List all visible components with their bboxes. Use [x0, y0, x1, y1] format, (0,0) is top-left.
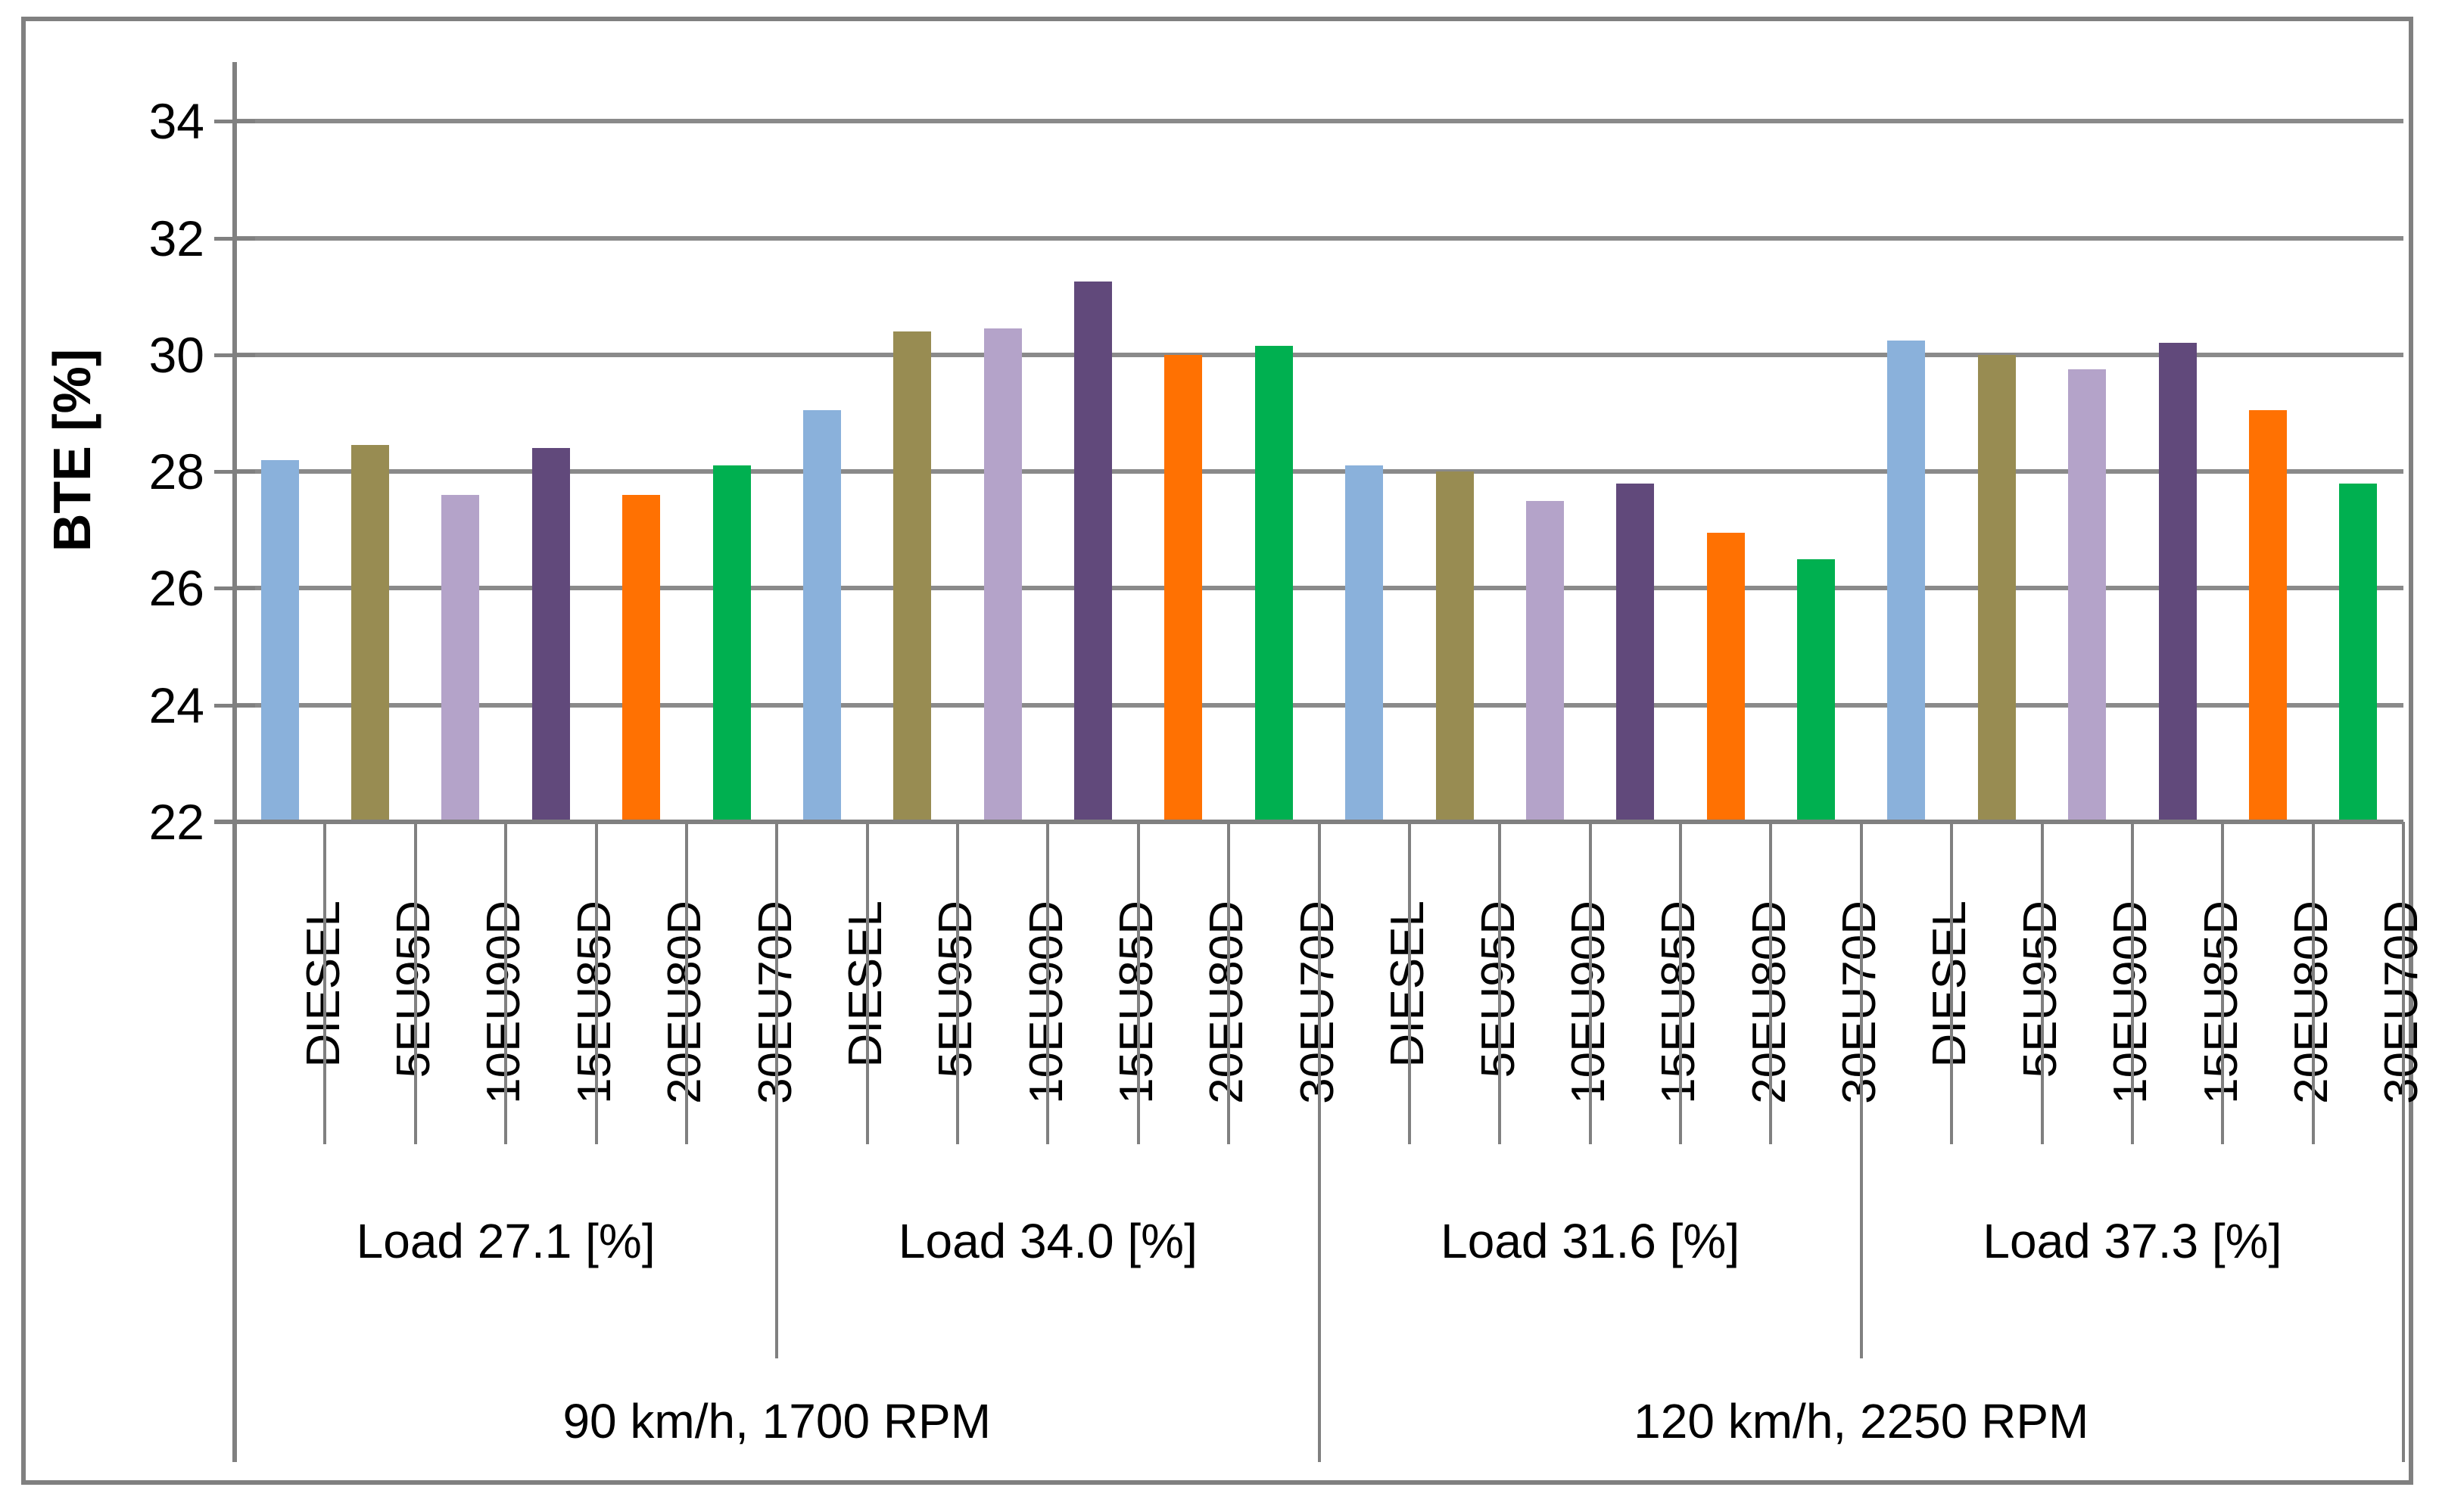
load-group-label: Load 31.6 [%] [1441, 1214, 1740, 1268]
load-group-label: Load 27.1 [%] [356, 1214, 656, 1268]
category-divider [956, 822, 959, 1144]
bar-diesel-group2 [802, 410, 841, 822]
bar-5eu95d-group1 [351, 445, 390, 822]
y-tick-label-30: 30 [148, 326, 204, 383]
gridline-32 [235, 235, 2403, 241]
bar-20eu80d-group1 [622, 494, 661, 822]
y-tick-label-26: 26 [148, 560, 204, 617]
category-divider [594, 822, 598, 1144]
bar-15eu85d-group3 [1616, 483, 1655, 822]
gridline-24 [235, 702, 2403, 708]
y-axis-line [232, 62, 237, 1462]
gridline-26 [235, 586, 2403, 591]
bar-5eu95d-group3 [1435, 471, 1474, 822]
label-area-right-border [2402, 822, 2405, 1462]
category-divider [1950, 822, 1954, 1144]
bar-10eu90d-group4 [2068, 369, 2107, 822]
gridline-30 [235, 352, 2403, 357]
category-divider [2040, 822, 2044, 1144]
category-divider [1588, 822, 1592, 1144]
bar-15eu85d-group1 [531, 448, 570, 822]
category-divider [413, 822, 417, 1144]
category-divider [2130, 822, 2134, 1144]
load-group-divider [1859, 822, 1863, 1358]
bar-5eu95d-group4 [1977, 354, 2016, 822]
category-divider [1407, 822, 1411, 1144]
y-tick-label-28: 28 [148, 443, 204, 500]
bar-15eu85d-group4 [2158, 343, 2197, 822]
bar-30eu70d-group3 [1797, 558, 1836, 822]
x-axis-line [214, 820, 2403, 824]
speed-group-label: 90 km/h, 1700 RPM [562, 1394, 992, 1448]
bar-10eu90d-group3 [1525, 500, 1564, 822]
category-divider [1679, 822, 1682, 1144]
speed-group-divider [1317, 822, 1321, 1462]
category-divider [1227, 822, 1231, 1144]
category-divider [1498, 822, 1502, 1144]
bar-20eu80d-group4 [2248, 410, 2287, 822]
bar-15eu85d-group2 [1074, 282, 1113, 822]
bar-30eu70d-group4 [2339, 483, 2378, 822]
load-group-divider [775, 822, 779, 1358]
category-divider [2221, 822, 2225, 1144]
bar-20eu80d-group3 [1706, 533, 1745, 822]
y-tick-label-32: 32 [148, 210, 204, 266]
bar-diesel-group1 [260, 459, 299, 822]
gridline-34 [235, 119, 2403, 124]
y-tick-label-22: 22 [148, 794, 204, 850]
bar-30eu70d-group2 [1254, 346, 1293, 822]
bar-10eu90d-group1 [441, 494, 480, 822]
bar-30eu70d-group1 [712, 465, 751, 822]
bar-20eu80d-group2 [1164, 354, 1203, 822]
category-divider [504, 822, 508, 1144]
bar-10eu90d-group2 [983, 328, 1022, 822]
category-divider [684, 822, 688, 1144]
load-group-label: Load 37.3 [%] [1983, 1214, 2282, 1268]
load-group-label: Load 34.0 [%] [898, 1214, 1198, 1268]
category-divider [865, 822, 869, 1144]
y-tick-label-24: 24 [148, 677, 204, 733]
category-divider [2311, 822, 2315, 1144]
category-divider [1769, 822, 1773, 1144]
speed-group-label: 120 km/h, 2250 RPM [1634, 1394, 2089, 1448]
gridline-28 [235, 469, 2403, 474]
category-divider [1046, 822, 1050, 1144]
category-divider [323, 822, 327, 1144]
category-divider [1136, 822, 1140, 1144]
y-tick-label-34: 34 [148, 93, 204, 150]
bar-diesel-group4 [1887, 340, 1926, 822]
bar-diesel-group3 [1345, 465, 1384, 822]
bar-5eu95d-group2 [893, 331, 932, 822]
